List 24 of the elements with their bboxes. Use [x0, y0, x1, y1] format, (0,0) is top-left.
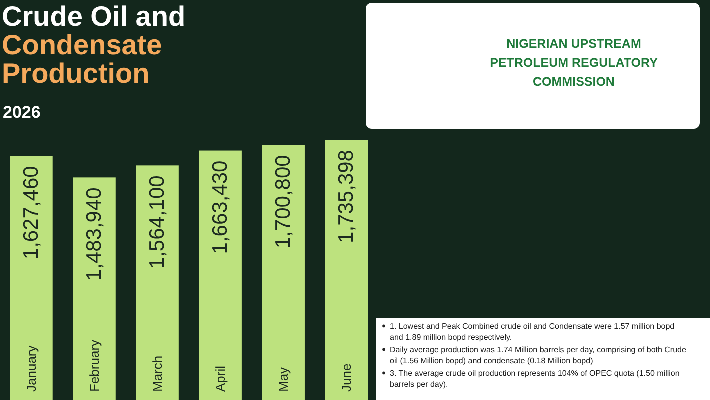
x-tick-label: May: [276, 366, 292, 392]
text: NIGERIAN UPSTREAM PETROLEUM REGULATORY COMMISSION: [490, 37, 659, 89]
x-tick-label: April: [213, 366, 228, 392]
bar: [199, 150, 242, 400]
bar: [136, 166, 179, 400]
data-label: 1,564,100: [146, 176, 169, 270]
bar: [325, 140, 368, 400]
data-label: 1,483,940: [82, 188, 106, 282]
bar: [10, 156, 53, 400]
bar: [73, 178, 116, 400]
x-tick-label: March: [150, 356, 165, 392]
bar: [262, 145, 305, 400]
x-tick-label: January: [24, 345, 39, 392]
data-label: 1,663,430: [209, 160, 232, 254]
text: Daily average production was 1.74 Million barrels per day, comprising of both Crude oil (1.56 Million bopd) and condensate (0.18 Million bopd): [390, 346, 687, 366]
chart-title: Crude Oil and Condensate Production: [2, 1, 186, 89]
chart-subtitle: 2026: [3, 103, 41, 122]
text: 3. The average crude oil production represents 104% of OPEC quota (1.50 million barrels per day).: [390, 369, 680, 389]
x-tick-label: February: [86, 339, 102, 392]
x-tick-label: June: [339, 364, 354, 392]
text: 1. Lowest and Peak Combined crude oil and Condensate were 1.57 million bopd and 1.89 million bopd respectively.: [390, 322, 675, 342]
data-label: 1,627,460: [20, 166, 43, 260]
data-label: 1,700,800: [272, 155, 296, 249]
data-label: 1,735,398: [335, 150, 358, 244]
